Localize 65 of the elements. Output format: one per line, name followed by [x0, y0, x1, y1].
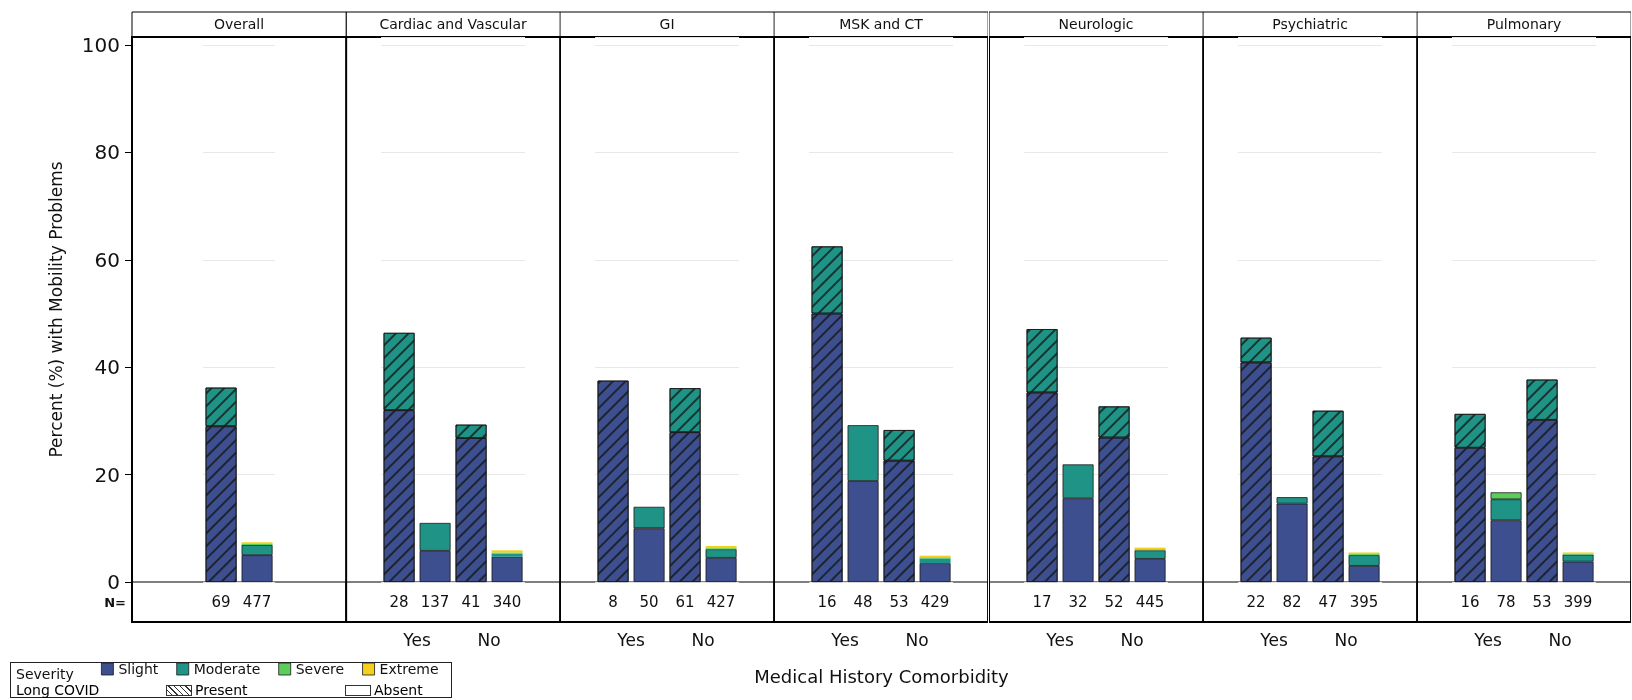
- y-tick-label: 60: [94, 247, 120, 272]
- x-tick-label: 48: [853, 592, 874, 611]
- x-tick-label: 137: [420, 592, 450, 611]
- x-tick-label: 427: [707, 592, 736, 611]
- x-tick-label: 8: [608, 592, 619, 611]
- x-tick-label: 53: [1532, 592, 1552, 611]
- x-tick-label: 28: [389, 592, 409, 611]
- text: Yes: [1259, 630, 1288, 650]
- y-tick-label: 80: [94, 140, 120, 165]
- text: Yes: [1473, 630, 1502, 650]
- text: No: [1548, 630, 1572, 650]
- x-tick-label: 78: [1496, 592, 1516, 611]
- bar: [491, 556, 523, 582]
- legend-label: Severe: [295, 661, 345, 677]
- x-tick-label: 429: [921, 592, 950, 611]
- x-tick-label: 82: [1282, 592, 1302, 611]
- text: No: [905, 630, 930, 650]
- text: Long COVID: [16, 682, 101, 698]
- chart-title: MSK and CT: [839, 16, 924, 32]
- text: No: [1334, 630, 1358, 650]
- text: No: [477, 630, 501, 650]
- chart-title: Cardiac and Vascular: [379, 16, 528, 32]
- legend-label: Moderate: [193, 661, 261, 677]
- chart-title: Neurologic: [1058, 16, 1134, 32]
- x-tick-label: 32: [1068, 592, 1088, 611]
- y-tick-label: 40: [94, 355, 120, 380]
- bar: [919, 558, 951, 564]
- text: Yes: [830, 630, 860, 650]
- chart-title: Overall: [214, 16, 265, 32]
- x-tick-label: 16: [1460, 592, 1480, 611]
- y-tick-label: 100: [81, 33, 120, 58]
- x-tick-label: 47: [1318, 592, 1338, 611]
- legend-title: Severity: [16, 666, 74, 682]
- legend-label: Slight: [118, 661, 159, 677]
- y-tick-label: 20: [94, 462, 120, 487]
- x-tick-label: 340: [492, 592, 522, 611]
- text: Absent: [374, 682, 423, 698]
- y-tick-label: 0: [107, 570, 120, 594]
- x-tick-label: 50: [639, 592, 659, 611]
- legend-label: Extreme: [379, 661, 439, 677]
- x-tick-label: 445: [1135, 592, 1164, 611]
- x-tick-label: 69: [211, 592, 231, 611]
- x-tick-label: 41: [461, 592, 481, 611]
- text: No: [1120, 630, 1144, 650]
- text: Yes: [402, 630, 432, 650]
- text: Yes: [616, 630, 646, 650]
- x-tick-label: 399: [1563, 592, 1593, 611]
- x-tick-label: 61: [675, 592, 695, 611]
- x-tick-label: 22: [1246, 592, 1266, 611]
- text: Present: [195, 682, 249, 698]
- chart-title: Pulmonary: [1486, 16, 1562, 32]
- chart-title: GI: [659, 16, 675, 32]
- y-axis-title: Percent (%) with Mobility Problems: [45, 161, 66, 458]
- text: Yes: [1044, 630, 1074, 650]
- x-tick-label: 52: [1104, 592, 1124, 611]
- x-axis-title: Medical History Comorbidity: [753, 666, 1010, 687]
- x-tick-label: 17: [1032, 592, 1052, 611]
- x-tick-label: 16: [817, 592, 838, 611]
- x-tick-label: 477: [242, 592, 272, 611]
- x-tick-label: 395: [1349, 592, 1379, 611]
- text: No: [691, 630, 715, 650]
- bar: [919, 563, 951, 582]
- x-axis-title: N=: [104, 594, 126, 610]
- chart-title: Psychiatric: [1271, 16, 1348, 32]
- x-tick-label: 53: [889, 592, 910, 611]
